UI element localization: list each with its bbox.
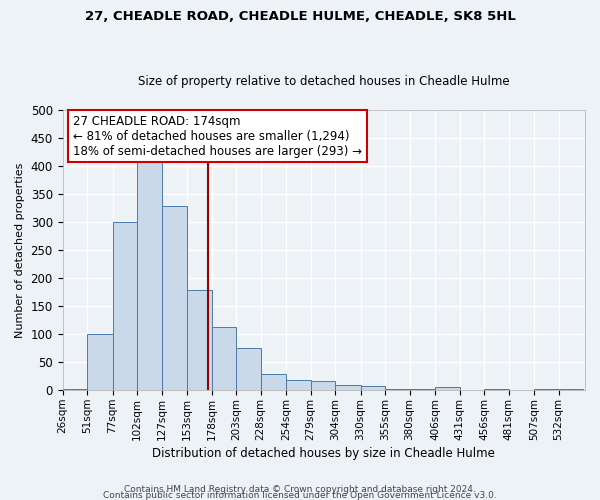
Bar (484, 388, 509, 390)
Bar (187, 290, 212, 390)
Bar (335, 384, 361, 390)
Bar (410, 389, 435, 390)
Bar (311, 381, 335, 390)
Bar (559, 389, 583, 390)
Bar (87, 334, 113, 390)
X-axis label: Distribution of detached houses by size in Cheadle Hulme: Distribution of detached houses by size … (152, 447, 495, 460)
Title: Size of property relative to detached houses in Cheadle Hulme: Size of property relative to detached ho… (138, 76, 509, 88)
Text: 27 CHEADLE ROAD: 174sqm
← 81% of detached houses are smaller (1,294)
18% of semi: 27 CHEADLE ROAD: 174sqm ← 81% of detache… (73, 114, 362, 158)
Bar (212, 327, 236, 390)
Bar (435, 388, 460, 390)
Text: Contains public sector information licensed under the Open Government Licence v3: Contains public sector information licen… (103, 490, 497, 500)
Bar (137, 161, 161, 390)
Bar (236, 348, 260, 391)
Bar (286, 380, 311, 390)
Bar (62, 389, 87, 390)
Bar (260, 374, 286, 390)
Text: Contains HM Land Registry data © Crown copyright and database right 2024.: Contains HM Land Registry data © Crown c… (124, 484, 476, 494)
Text: 27, CHEADLE ROAD, CHEADLE HULME, CHEADLE, SK8 5HL: 27, CHEADLE ROAD, CHEADLE HULME, CHEADLE… (85, 10, 515, 23)
Bar (113, 222, 137, 390)
Bar (385, 388, 410, 390)
Bar (161, 206, 187, 390)
Y-axis label: Number of detached properties: Number of detached properties (15, 162, 25, 338)
Bar (361, 386, 385, 390)
Bar (534, 388, 559, 390)
